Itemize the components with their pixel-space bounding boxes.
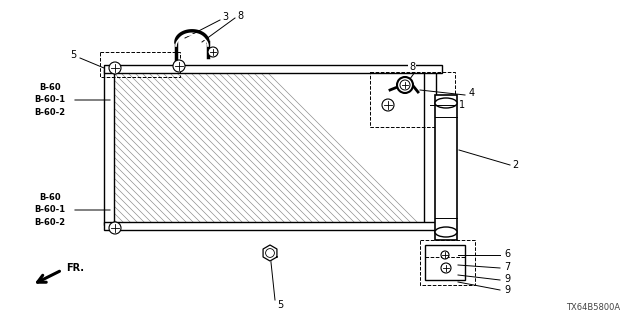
Text: 8: 8	[409, 62, 415, 72]
Text: 2: 2	[512, 160, 518, 170]
Bar	[420, 240, 475, 285]
Circle shape	[397, 77, 413, 93]
Circle shape	[441, 251, 449, 259]
Bar	[425, 245, 465, 280]
Bar	[110, 70, 430, 225]
Ellipse shape	[435, 98, 457, 108]
Circle shape	[173, 60, 185, 72]
Circle shape	[109, 222, 121, 234]
Bar	[104, 70, 114, 225]
Polygon shape	[263, 245, 277, 261]
Text: 6: 6	[504, 249, 510, 259]
Text: 9: 9	[504, 285, 510, 295]
Text: B-60
B-60-1
B-60-2: B-60 B-60-1 B-60-2	[35, 83, 65, 117]
Text: 1: 1	[459, 100, 465, 110]
Text: 7: 7	[504, 262, 510, 272]
Text: 4: 4	[469, 88, 475, 98]
Circle shape	[109, 62, 121, 74]
Text: 8: 8	[237, 11, 243, 21]
Circle shape	[208, 47, 218, 57]
Bar	[100, 52, 180, 77]
Bar	[104, 65, 442, 73]
Circle shape	[441, 263, 451, 273]
Text: 5: 5	[277, 300, 283, 310]
Bar	[104, 222, 442, 230]
Text: 9: 9	[504, 274, 510, 284]
Text: B-60
B-60-1
B-60-2: B-60 B-60-1 B-60-2	[35, 193, 65, 227]
Bar	[370, 72, 455, 127]
Bar	[435, 95, 457, 240]
Bar	[110, 70, 430, 225]
Circle shape	[400, 80, 410, 90]
Text: 3: 3	[222, 12, 228, 22]
Circle shape	[382, 99, 394, 111]
Bar	[424, 70, 436, 225]
Text: FR.: FR.	[66, 263, 84, 273]
Ellipse shape	[435, 227, 457, 237]
Text: 5: 5	[70, 50, 76, 60]
Text: TX64B5800A: TX64B5800A	[566, 303, 620, 312]
